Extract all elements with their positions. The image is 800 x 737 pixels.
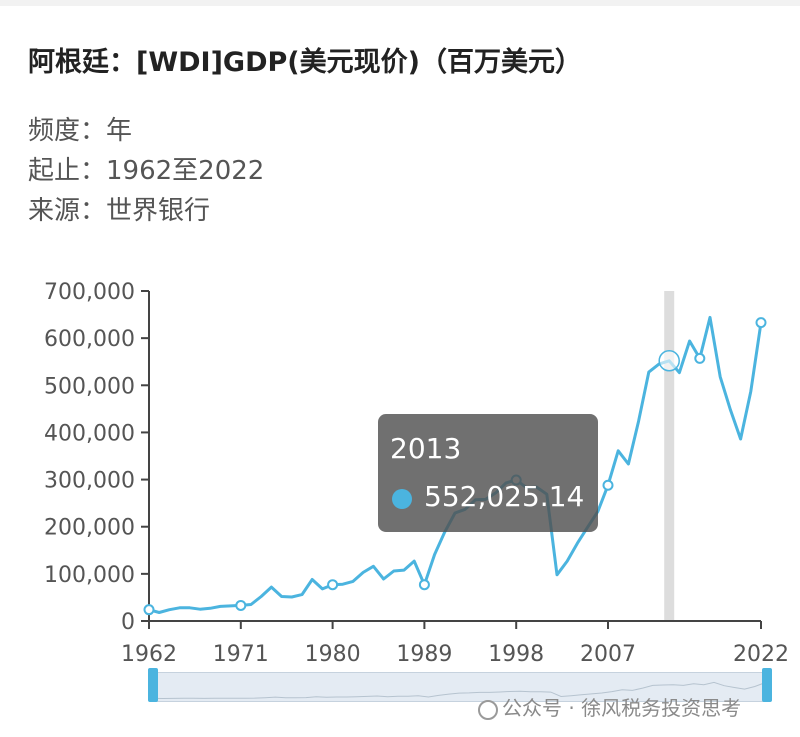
x-tick-label: 1989: [396, 642, 452, 667]
data-point: [694, 352, 706, 364]
tooltip: 2013 552,025.14: [378, 414, 598, 532]
zoom-slider[interactable]: [152, 672, 766, 702]
y-tick-label: 300,000: [44, 469, 135, 494]
tooltip-year: 2013: [390, 432, 462, 465]
slider-handle-left[interactable]: [148, 668, 158, 702]
tooltip-series-dot: [392, 489, 412, 509]
data-point: [235, 599, 247, 611]
data-point: [602, 479, 614, 491]
chart-title: 阿根廷：[WDI]GDP(美元现价)（百万美元）: [28, 47, 582, 78]
watermark-name: 徐风税务投资思考: [581, 696, 742, 720]
x-tick-label: 1998: [488, 642, 544, 667]
meta-frequency-label: 频度：: [28, 116, 107, 146]
y-tick-label: 0: [121, 610, 135, 635]
data-point: [143, 604, 155, 616]
x-tick-label: 1980: [305, 642, 361, 667]
y-tick-label: 600,000: [44, 327, 135, 352]
watermark: 公众号 · 徐风税务投资思考: [478, 692, 741, 721]
tooltip-value: 552,025.14: [424, 480, 585, 513]
x-tick-label: 2022: [733, 642, 789, 667]
meta-frequency-value: 年: [106, 116, 133, 146]
x-tick-label: 2007: [580, 642, 636, 667]
y-tick-label: 700,000: [44, 280, 135, 305]
meta-range: 起止：1962至2022: [28, 150, 264, 187]
data-point: [327, 579, 339, 591]
top-bar: [0, 0, 800, 6]
data-point: [755, 317, 767, 329]
meta-range-value: 1962至2022: [106, 156, 265, 186]
watermark-channel: 公众号 ·: [502, 696, 575, 720]
y-tick-label: 200,000: [44, 516, 135, 541]
meta-frequency: 频度：年: [28, 110, 132, 147]
y-tick-label: 100,000: [44, 563, 135, 588]
wechat-icon: [478, 699, 498, 720]
highlight-point: [658, 350, 680, 372]
slider-preview-line: [152, 681, 766, 700]
meta-range-label: 起止：: [28, 156, 107, 186]
x-tick-label: 1962: [121, 642, 177, 667]
slider-handle-right[interactable]: [762, 668, 772, 702]
meta-source-label: 来源：: [28, 196, 107, 226]
highlight-band: [664, 291, 675, 621]
data-point: [418, 579, 430, 591]
meta-source: 来源：世界银行: [28, 190, 210, 227]
y-tick-label: 400,000: [44, 421, 135, 446]
x-tick-label: 1971: [213, 642, 269, 667]
meta-source-value: 世界银行: [106, 196, 211, 226]
slider-preview: [152, 681, 766, 700]
y-tick-label: 500,000: [44, 374, 135, 399]
